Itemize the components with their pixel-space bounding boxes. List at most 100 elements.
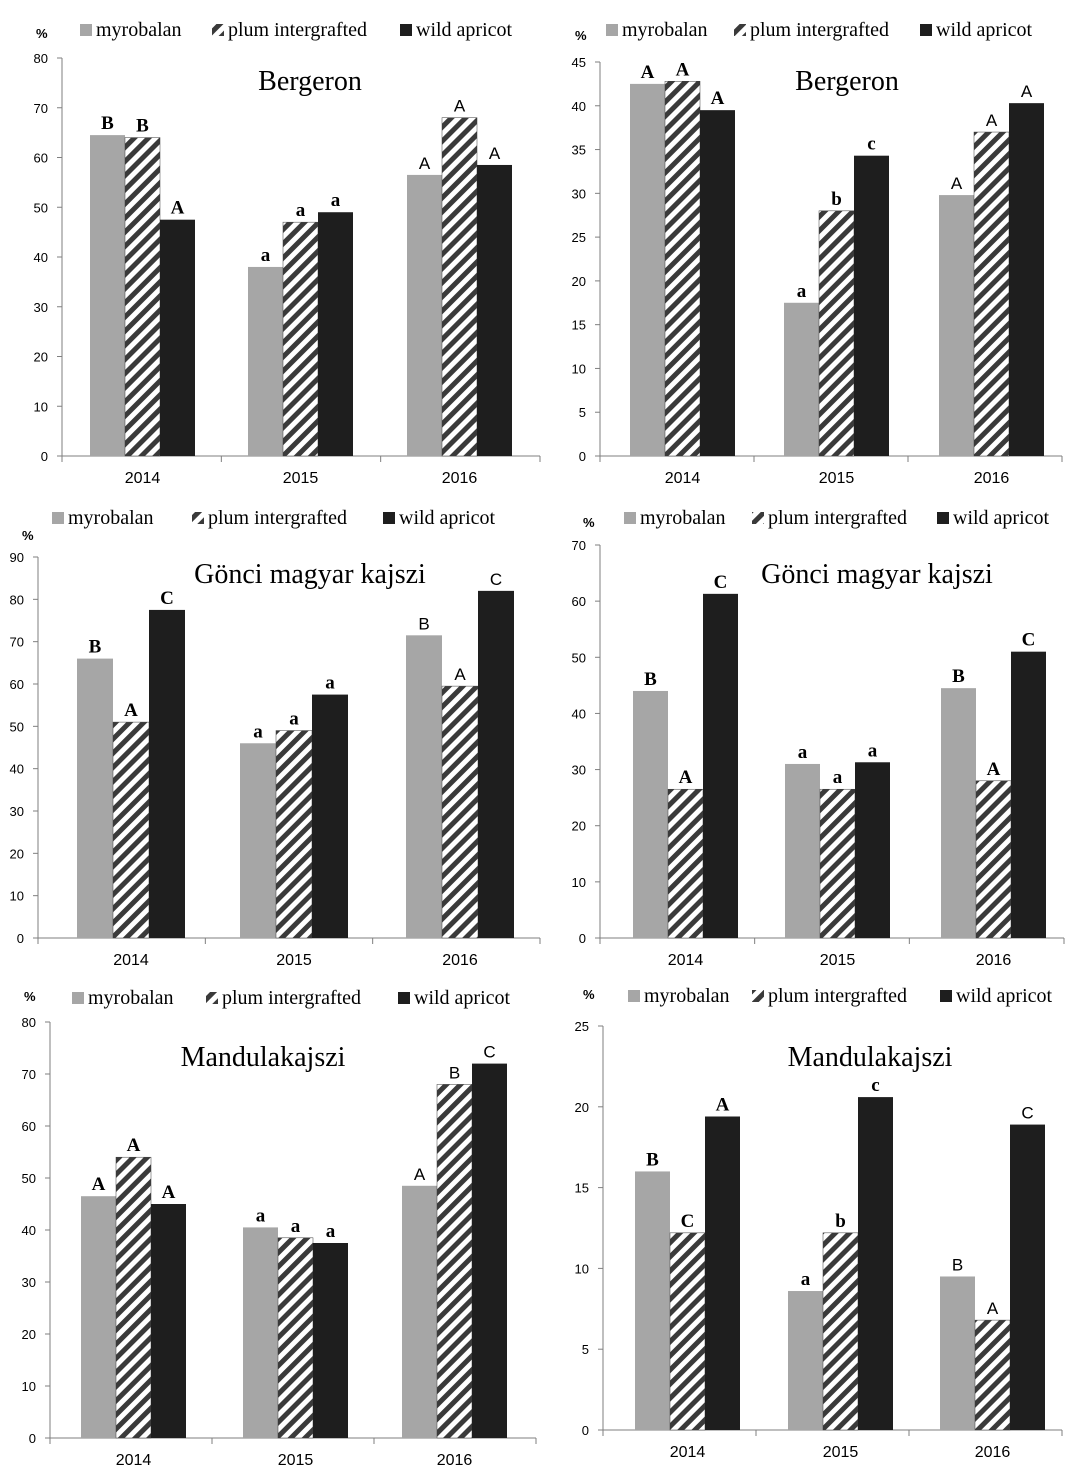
significance-letter: A — [127, 1135, 141, 1156]
bar-plum-intergrafted-2016 — [973, 131, 1010, 457]
significance-letter: A — [92, 1174, 106, 1195]
y-tick-label: 15 — [572, 318, 586, 333]
y-tick-label: 10 — [572, 361, 586, 376]
significance-letter: a — [331, 190, 341, 211]
significance-letter: C — [1022, 630, 1036, 651]
y-tick-label: 30 — [10, 804, 24, 819]
y-tick-label: 40 — [572, 706, 586, 721]
significance-letter: A — [716, 1094, 730, 1115]
legend-swatch-wild-apricot — [920, 24, 932, 36]
legend-swatch-myrobalan — [628, 990, 640, 1002]
legend-label-wild-apricot: wild apricot — [956, 985, 1053, 1007]
bar-wild-apricot-2016 — [478, 590, 514, 938]
legend-swatch-myrobalan — [52, 512, 64, 524]
y-tick-label: 0 — [579, 931, 586, 946]
significance-letter: A — [987, 759, 1001, 780]
y-unit-label: % — [583, 515, 595, 530]
bar-wild-apricot-2015 — [854, 155, 889, 456]
y-tick-label: 70 — [10, 635, 24, 650]
significance-letter: B — [952, 1255, 963, 1274]
legend-swatch-plum-intergrafted — [192, 512, 204, 524]
chart-panel-6: 0 5 10 15 20 25 2014 2015 2016 Ba B C b A Ac C% myrobala… — [575, 985, 1063, 1461]
bar-wild-apricot-2015 — [312, 694, 348, 938]
y-tick-label: 70 — [572, 538, 586, 553]
legend-swatch-wild-apricot — [940, 990, 952, 1002]
legend-label-wild-apricot: wild apricot — [936, 19, 1033, 41]
legend-swatch-myrobalan — [606, 24, 618, 36]
bar-plum-intergrafted-2014 — [112, 721, 150, 939]
x-tick-label: 2014 — [665, 470, 701, 487]
legend-label-myrobalan: myrobalan — [96, 19, 182, 41]
bar-plum-intergrafted-2016 — [975, 780, 1012, 939]
y-tick-label: 60 — [22, 1119, 36, 1134]
bar-wild-apricot-2016 — [1011, 651, 1046, 938]
significance-letter: a — [261, 245, 271, 266]
significance-letter: a — [798, 742, 808, 763]
bar-wild-apricot-2016 — [1010, 1124, 1045, 1430]
bar-plum-intergrafted-2016 — [436, 1084, 473, 1439]
significance-letter: b — [835, 1211, 846, 1232]
legend-swatch-wild-apricot — [400, 24, 412, 36]
significance-letter: C — [160, 588, 174, 609]
x-tick-label: 2015 — [276, 952, 312, 969]
legend-label-myrobalan: myrobalan — [68, 507, 154, 529]
significance-letter: a — [868, 740, 878, 761]
bar-wild-apricot-2015 — [313, 1243, 348, 1438]
legend-swatch-wild-apricot — [937, 512, 949, 524]
bar-plum-intergrafted-2015 — [818, 210, 855, 457]
y-tick-label: 20 — [10, 846, 24, 861]
significance-letter: a — [833, 767, 843, 788]
y-tick-label: 10 — [34, 399, 48, 414]
legend-swatch-plum-intergrafted — [212, 24, 224, 36]
bar-wild-apricot-2014 — [151, 1204, 186, 1438]
bar-plum-intergrafted-2014 — [664, 81, 701, 457]
bar-myrobalan-2015 — [788, 1291, 823, 1430]
legend-label-wild-apricot: wild apricot — [416, 19, 513, 41]
significance-letter: a — [801, 1269, 811, 1290]
significance-letter: a — [325, 673, 335, 694]
bar-wild-apricot-2014 — [700, 110, 735, 457]
y-unit-label: % — [583, 987, 595, 1002]
bar-myrobalan-2014 — [81, 1196, 116, 1438]
y-tick-label: 50 — [22, 1171, 36, 1186]
chart-title: Bergeron — [258, 66, 362, 97]
bar-myrobalan-2015 — [785, 763, 820, 938]
bar-wild-apricot-2016 — [477, 164, 512, 456]
bar-wild-apricot-2014 — [160, 219, 195, 456]
y-tick-label: 0 — [41, 449, 48, 464]
y-tick-label: 40 — [22, 1223, 36, 1238]
bar-myrobalan-2014 — [633, 690, 668, 938]
y-tick-label: 70 — [34, 101, 48, 116]
legend-label-plum-intergrafted: plum intergrafted — [222, 987, 361, 1009]
significance-letter: A — [414, 1165, 426, 1184]
significance-letter: c — [867, 134, 875, 155]
bar-myrobalan-2016 — [940, 1276, 975, 1430]
y-tick-label: 10 — [575, 1261, 589, 1276]
bar-myrobalan-2014 — [630, 83, 665, 456]
significance-letter: a — [326, 1221, 336, 1242]
bar-wild-apricot-2014 — [703, 593, 738, 938]
significance-letter: A — [1021, 82, 1033, 101]
x-tick-label: 2015 — [819, 470, 855, 487]
y-tick-label: 50 — [10, 719, 24, 734]
y-tick-label: 20 — [572, 274, 586, 289]
y-unit-label: % — [36, 26, 48, 41]
x-tick-label: 2016 — [442, 952, 478, 969]
significance-letter: C — [483, 1043, 495, 1062]
y-tick-label: 0 — [17, 931, 24, 946]
significance-letter: A — [711, 88, 725, 109]
bar-wild-apricot-2014 — [149, 609, 185, 938]
significance-letter: B — [101, 113, 114, 134]
y-tick-label: 40 — [10, 762, 24, 777]
significance-letter: A — [124, 700, 138, 721]
x-tick-label: 2015 — [823, 1444, 859, 1461]
y-tick-label: 20 — [572, 819, 586, 834]
y-tick-label: 60 — [34, 151, 48, 166]
y-tick-label: 40 — [572, 99, 586, 114]
legend-label-wild-apricot: wild apricot — [399, 507, 496, 529]
x-tick-label: 2016 — [975, 1444, 1011, 1461]
significance-letter: b — [831, 189, 842, 210]
bar-myrobalan-2014 — [90, 135, 125, 457]
x-tick-label: 2014 — [116, 1452, 152, 1469]
y-tick-label: 25 — [575, 1019, 589, 1034]
